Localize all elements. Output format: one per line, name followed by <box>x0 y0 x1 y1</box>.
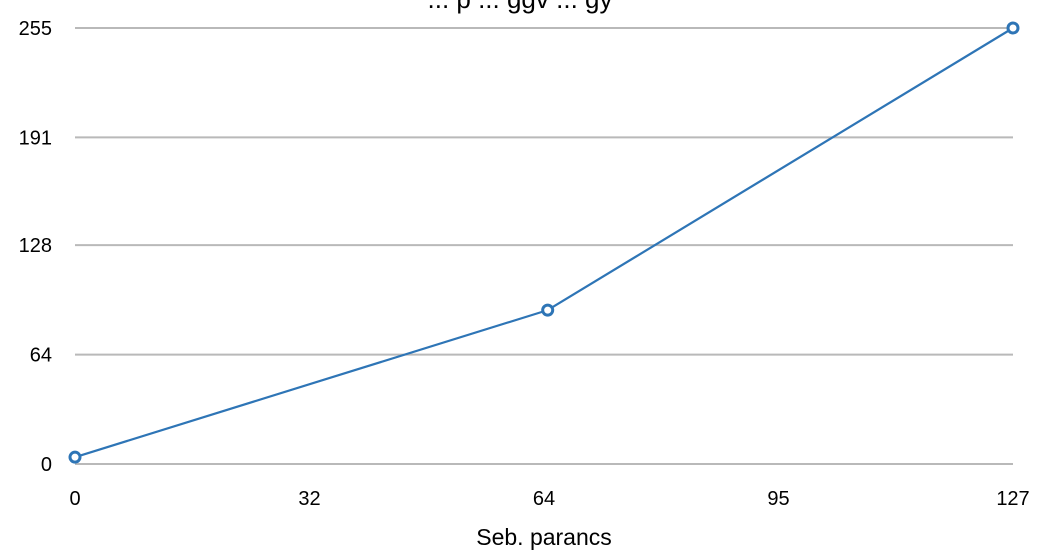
y-axis-tick-labels: 0 64 128 191 255 <box>19 18 52 476</box>
data-point <box>541 303 555 317</box>
gridlines <box>75 27 1013 465</box>
series-layer <box>68 21 1020 464</box>
chart-title: ... p ... ggv ... gy <box>428 0 613 14</box>
x-tick-label: 95 <box>767 488 789 510</box>
x-axis-title: Seb. parancs <box>476 524 612 550</box>
y-tick-label: 128 <box>19 235 52 257</box>
series-line <box>74 27 1014 459</box>
x-tick-label: 0 <box>69 488 80 510</box>
y-tick-label: 0 <box>41 454 52 476</box>
x-tick-label: 127 <box>996 488 1029 510</box>
y-tick-label: 64 <box>30 345 52 367</box>
x-axis-tick-labels: 0 32 64 95 127 <box>69 488 1029 510</box>
y-tick-label: 191 <box>19 127 52 149</box>
y-tick-label: 255 <box>19 18 52 40</box>
x-tick-label: 32 <box>298 488 320 510</box>
x-tick-label: 64 <box>533 488 555 510</box>
data-point <box>68 450 82 464</box>
data-point <box>1006 21 1020 35</box>
